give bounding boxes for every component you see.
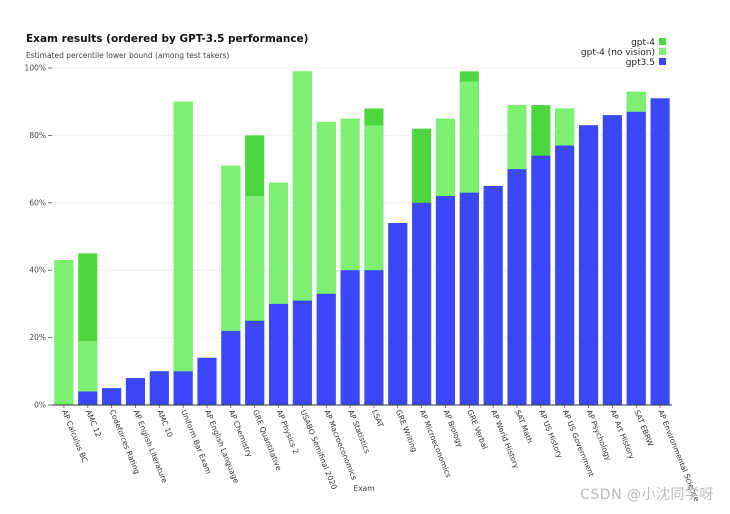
bar-gpt3-5 (650, 98, 670, 405)
bar-gpt3-5 (125, 378, 145, 405)
chart-title: Exam results (ordered by GPT-3.5 perform… (26, 33, 308, 45)
x-tick-label: AMC 10 (155, 408, 174, 438)
x-tick-label: AP Physics 2 (275, 408, 301, 455)
bar-gpt3-5 (602, 115, 622, 406)
y-tick-label: 80% (29, 131, 46, 140)
bar-gpt3-5 (483, 185, 503, 405)
bar-gpt3-5 (316, 293, 336, 405)
bars (54, 71, 670, 406)
chart-subtitle: Estimated percentile lower bound (among … (26, 51, 229, 60)
bar-gpt-4-no-vision- (173, 101, 193, 405)
y-tick-label: 0% (34, 401, 46, 410)
x-tick-label: SAT Math (513, 408, 535, 444)
x-tick-label: AMC 12 (84, 408, 103, 438)
bar-gpt3-5 (412, 202, 432, 405)
x-axis-label: Exam (353, 484, 374, 493)
bar-gpt3-5 (531, 155, 551, 405)
bar-gpt3-5 (507, 169, 527, 405)
bar-gpt3-5 (78, 391, 98, 405)
bar-gpt3-5 (555, 145, 575, 405)
bar-gpt3-5 (364, 270, 384, 405)
x-tick-label: AP US History (537, 408, 565, 460)
bar-gpt3-5 (197, 357, 217, 405)
watermark: CSDN @小沈同学呀 (580, 487, 714, 503)
bar-gpt3-5 (626, 111, 646, 405)
x-tick-label: AP Biology (442, 408, 465, 449)
bar-gpt3-5 (292, 300, 312, 405)
x-tick-label: GRE Writing (394, 408, 419, 453)
bar-gpt3-5 (221, 330, 241, 405)
bar-gpt3-5 (388, 223, 408, 405)
bar-gpt3-5 (149, 371, 169, 405)
bar-gpt3-5 (340, 270, 360, 405)
y-tick-label: 60% (29, 198, 46, 207)
bar-gpt3-5 (102, 388, 122, 405)
x-tick-label: AP Calculus BC (60, 408, 89, 463)
bar-gpt3-5 (269, 303, 289, 405)
bar-gpt3-5 (459, 192, 479, 405)
x-tick-label: AP Statistics (346, 408, 372, 454)
x-tick-label: AP Art History (609, 408, 637, 460)
legend-swatch (659, 48, 666, 55)
bar-gpt-4-no-vision- (78, 340, 98, 405)
x-tick-label: SAT EBRW (632, 408, 655, 448)
x-tick-label: AP Chemistry (227, 408, 254, 459)
bar-gpt3-5 (435, 196, 455, 405)
legend-swatch (659, 58, 666, 65)
y-axis-ticks: 0% 20% 40% 60% 80% 100% (25, 64, 52, 410)
y-tick-label: 20% (29, 333, 46, 342)
bar-gpt3-5 (245, 320, 265, 405)
legend-swatch (659, 38, 666, 45)
y-tick-label: 100% (25, 64, 46, 73)
x-tick-label: LSAT (370, 408, 385, 429)
legend-label: gpt3.5 (626, 58, 655, 68)
x-tick-label: AP Psychology (585, 408, 614, 462)
y-tick-label: 40% (29, 266, 46, 275)
bar-gpt-4-no-vision- (54, 260, 74, 405)
bar-gpt3-5 (579, 125, 599, 405)
legend-label: gpt-4 (631, 38, 655, 48)
x-tick-label: GRE Verbal (465, 408, 489, 450)
bar-gpt3-5 (173, 371, 193, 405)
legend-label: gpt-4 (no vision) (581, 48, 655, 58)
